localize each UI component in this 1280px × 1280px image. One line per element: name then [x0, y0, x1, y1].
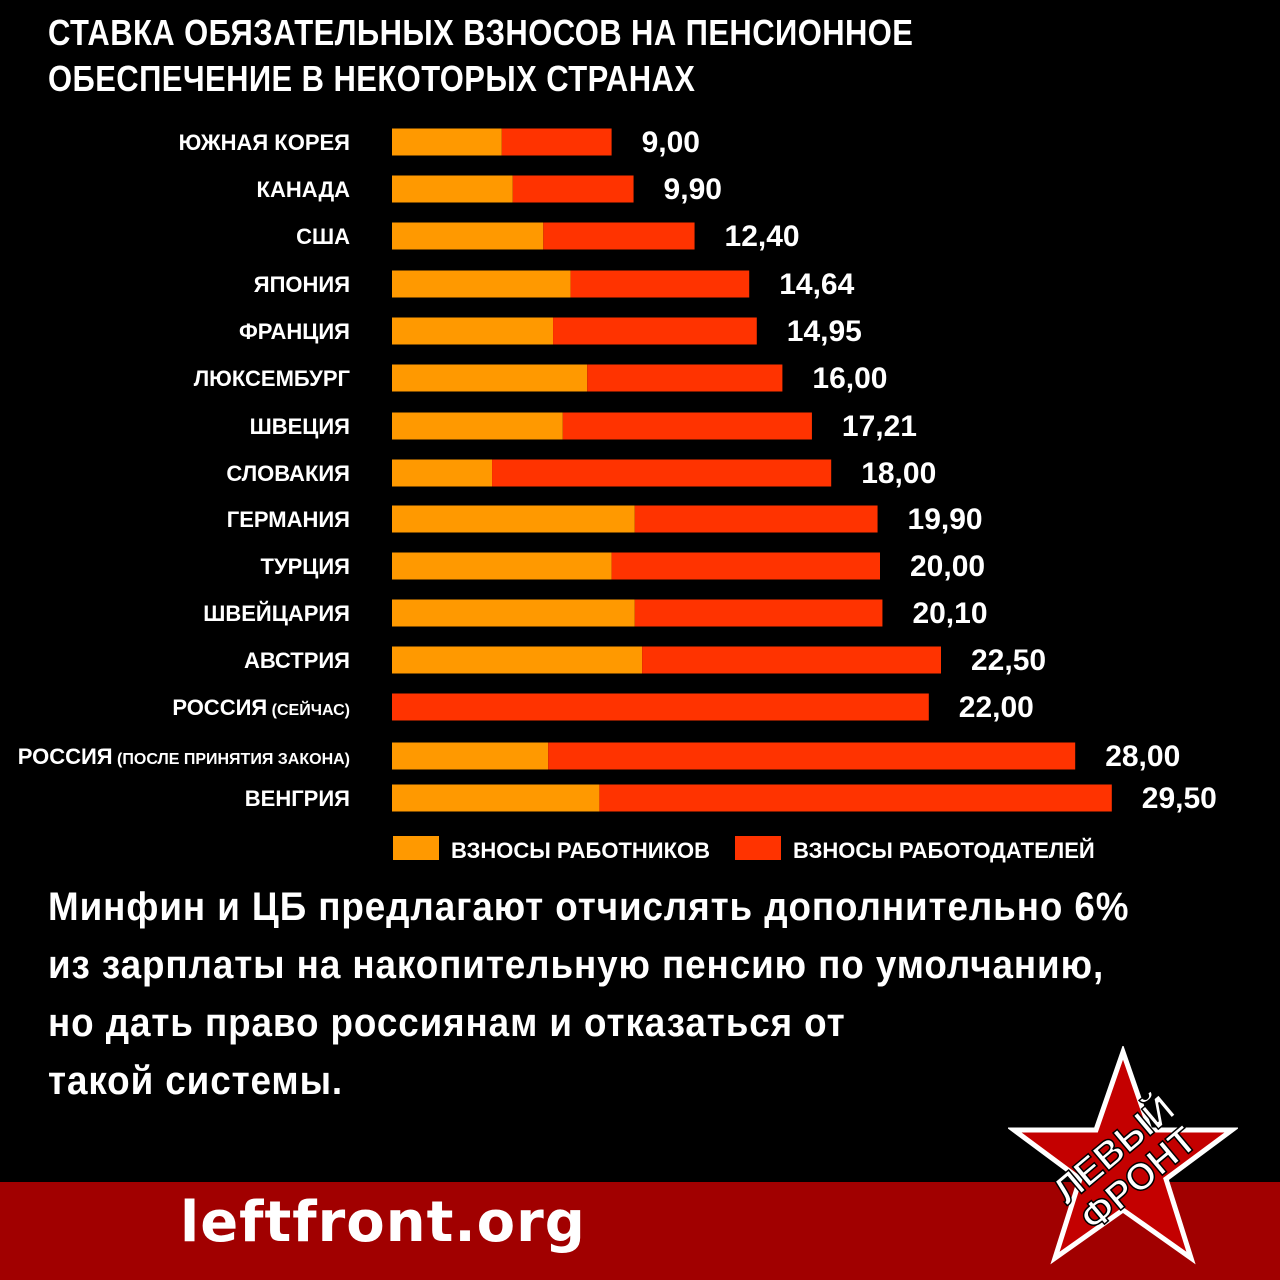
category-label: ТУРЦИЯ: [261, 554, 351, 579]
category-label: ШВЕЦИЯ: [250, 414, 350, 439]
chart-title-line2: ОБЕСПЕЧЕНИЕ В НЕКОТОРЫХ СТРАНАХ: [48, 58, 696, 99]
chart-title: СТАВКА ОБЯЗАТЕЛЬНЫХ ВЗНОСОВ НА ПЕНСИОННО…: [48, 10, 994, 102]
bar-employer: [501, 128, 612, 156]
chart-title-line1: СТАВКА ОБЯЗАТЕЛЬНЫХ ВЗНОСОВ НА ПЕНСИОННО…: [48, 12, 914, 53]
bar-employer: [492, 459, 832, 487]
message-line3: но дать право россиянам и отказаться от: [48, 1001, 846, 1045]
star-icon: [1008, 1046, 1238, 1265]
total-value-label: 22,00: [959, 691, 1034, 724]
category-label: РОССИЯ (ПОСЛЕ ПРИНЯТИЯ ЗАКОНА): [18, 744, 350, 769]
category-label: РОССИЯ (СЕЙЧАС): [172, 695, 350, 720]
total-value-label: 28,00: [1105, 740, 1180, 773]
bar-employee: [392, 364, 588, 392]
bar-employer: [642, 646, 941, 674]
bar-employee: [392, 222, 544, 250]
total-value-label: 20,10: [912, 597, 987, 630]
bar-employee: [392, 646, 643, 674]
bar-employee: [392, 742, 549, 770]
bar-employee: [392, 128, 502, 156]
category-label: ГЕРМАНИЯ: [227, 507, 350, 532]
bar-employer: [599, 784, 1112, 812]
legend-swatch: [735, 836, 781, 860]
bar-employee: [392, 505, 635, 533]
category-label: ФРАНЦИЯ: [239, 319, 350, 344]
total-value-label: 14,95: [787, 315, 862, 348]
message-line2: из зарплаты на накопительную пенсию по у…: [48, 943, 1105, 987]
total-value-label: 9,00: [642, 126, 700, 159]
total-value-label: 12,40: [725, 220, 800, 253]
bar-employee: [392, 552, 612, 580]
bar-employer: [562, 412, 812, 440]
category-label: АВСТРИЯ: [244, 648, 350, 673]
total-value-label: 22,50: [971, 644, 1046, 677]
bar-employer: [634, 599, 883, 627]
bar-employer: [611, 552, 880, 580]
total-value-label: 16,00: [812, 362, 887, 395]
bar-employer: [634, 505, 878, 533]
left-front-logo: ЛЕВЫЙ ФРОНТ: [1008, 1046, 1238, 1265]
category-label: СЛОВАКИЯ: [226, 461, 350, 486]
category-label: ЛЮКСЕМБУРГ: [194, 366, 351, 391]
legend-label: ВЗНОСЫ РАБОТОДАТЕЛЕЙ: [793, 838, 1095, 863]
total-value-label: 29,50: [1142, 782, 1217, 815]
total-value-label: 20,00: [910, 550, 985, 583]
total-value-label: 14,64: [779, 268, 854, 301]
total-value-label: 19,90: [908, 503, 983, 536]
bar-employee: [392, 784, 600, 812]
total-value-label: 17,21: [842, 410, 917, 443]
bar-employee: [392, 270, 571, 298]
category-label: ЯПОНИЯ: [254, 272, 350, 297]
category-label: ВЕНГРИЯ: [245, 786, 350, 811]
bar-employer: [392, 693, 929, 721]
message-line1: Минфин и ЦБ предлагают отчислять дополни…: [48, 885, 1130, 929]
message-line4: такой системы.: [48, 1059, 344, 1103]
bar-employer: [512, 175, 634, 203]
bar-employee: [392, 175, 513, 203]
bar-employer: [570, 270, 750, 298]
site-link[interactable]: leftfront.org: [180, 1190, 586, 1255]
legend-swatch: [393, 836, 439, 860]
category-label: США: [296, 224, 350, 249]
bar-employee: [392, 459, 493, 487]
category-label: ЮЖНАЯ КОРЕЯ: [179, 130, 350, 155]
bar-employer: [553, 317, 757, 345]
category-label: ШВЕЙЦАРИЯ: [203, 601, 350, 626]
bar-employer: [543, 222, 695, 250]
bar-employee: [392, 599, 635, 627]
bar-employee: [392, 317, 554, 345]
message-text: Минфин и ЦБ предлагают отчислять дополни…: [48, 878, 1170, 1110]
legend-label: ВЗНОСЫ РАБОТНИКОВ: [451, 838, 710, 863]
bar-employee: [392, 412, 563, 440]
total-value-label: 9,90: [664, 173, 722, 206]
category-label: КАНАДА: [257, 177, 351, 202]
bar-employer: [587, 364, 783, 392]
bar-employer: [548, 742, 1076, 770]
stacked-bar-chart: ЮЖНАЯ КОРЕЯ 9,00 КАНАДА 9,90 США 12,40 ЯПОНИЯ 1…: [18, 126, 1217, 863]
total-value-label: 18,00: [861, 457, 936, 490]
